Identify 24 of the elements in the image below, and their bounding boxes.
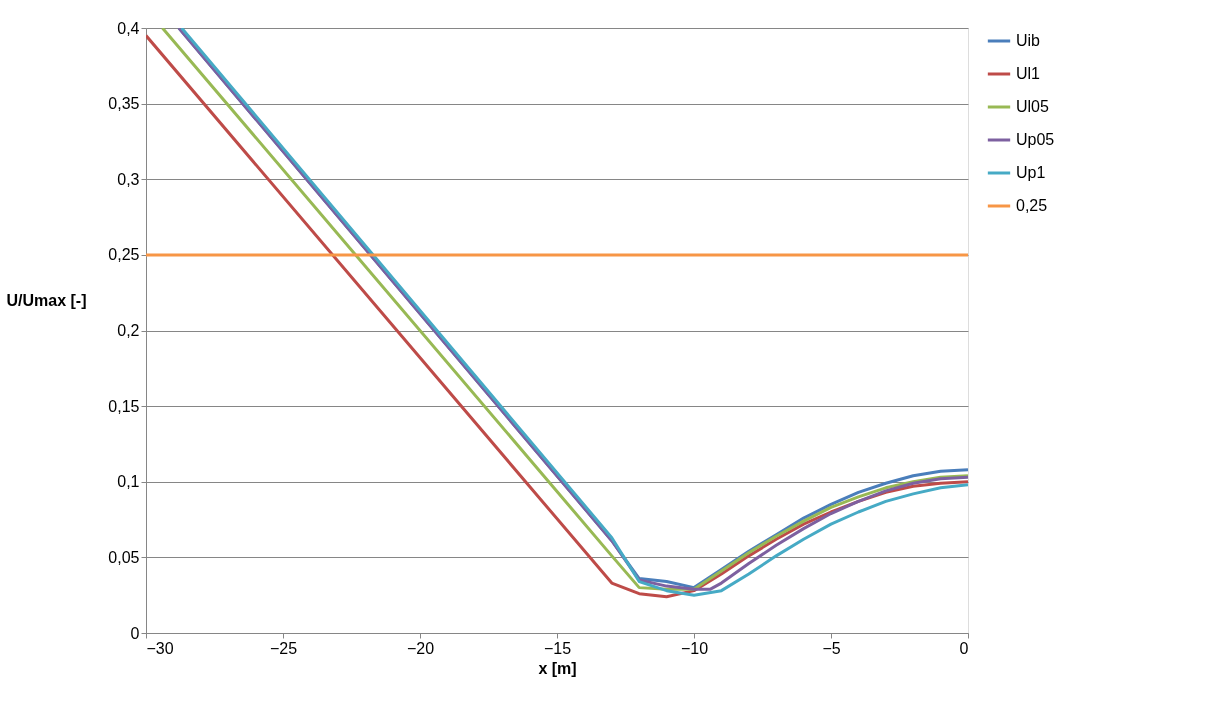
x-tick-label: −30: [146, 639, 174, 657]
y-tick-label: 0: [130, 624, 140, 642]
legend-label: Uib: [1016, 32, 1041, 49]
y-tick-label: 0,1: [117, 473, 140, 491]
x-tick-label: −25: [269, 639, 298, 657]
y-tick-label: 0,2: [117, 322, 140, 339]
x-axis-title: x [m]: [538, 659, 577, 677]
legend-label: Ul1: [1016, 65, 1041, 82]
x-tick-label: −20: [406, 639, 435, 657]
y-axis-title: U/Umax [-]: [6, 291, 87, 309]
y-tick-label: 0,3: [117, 170, 140, 188]
y-tick-label: 0,35: [108, 95, 140, 113]
legend-label: Up05: [1016, 131, 1055, 148]
y-tick-label: 0,4: [117, 19, 140, 37]
y-tick-label: 0,15: [108, 397, 140, 415]
y-tick-label: 0,25: [108, 246, 140, 264]
y-tick-label: 0,05: [108, 548, 140, 566]
legend-label: 0,25: [1016, 197, 1048, 214]
x-tick-label: −5: [822, 639, 841, 657]
x-tick-label: −15: [543, 639, 572, 657]
legend-label: Ul05: [1016, 98, 1050, 115]
legend-label: Up1: [1016, 164, 1046, 181]
x-tick-label: 0: [959, 639, 969, 657]
x-tick-label: −10: [680, 639, 709, 657]
